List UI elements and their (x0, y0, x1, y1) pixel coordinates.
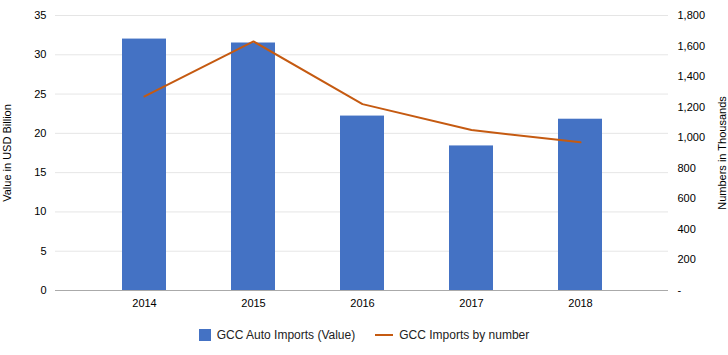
svg-text:600: 600 (678, 192, 696, 204)
html-text:GCC Auto Imports (Value): GCC Auto Imports (Value) (216, 328, 356, 342)
svg-text:35: 35 (34, 9, 46, 21)
html-text:GCC Imports by number: GCC Imports by number (399, 328, 530, 342)
svg-text:25: 25 (34, 88, 46, 100)
svg-text:30: 30 (34, 48, 46, 60)
svg-text:10: 10 (34, 205, 46, 217)
svg-text:1,200: 1,200 (678, 101, 706, 113)
svg-text:1,800: 1,800 (678, 9, 706, 21)
svg-text:1,000: 1,000 (678, 131, 706, 143)
svg-text:800: 800 (678, 162, 696, 174)
svg-text:2015: 2015 (241, 297, 265, 309)
svg-text:1,600: 1,600 (678, 40, 706, 52)
svg-text:2017: 2017 (459, 297, 483, 309)
svg-text:Value in USD Billion: Value in USD Billion (1, 104, 13, 202)
svg-text:0: 0 (40, 284, 46, 296)
svg-text:2018: 2018 (568, 297, 592, 309)
svg-text:20: 20 (34, 127, 46, 139)
svg-text:1,400: 1,400 (678, 70, 706, 82)
svg-text:Numbers in Thousands: Numbers in Thousands (716, 96, 728, 210)
svg-text:200: 200 (678, 253, 696, 265)
svg-text:400: 400 (678, 223, 696, 235)
svg-text:2014: 2014 (132, 297, 156, 309)
svg-text:2016: 2016 (350, 297, 374, 309)
svg-text:5: 5 (40, 245, 46, 257)
svg-text:-: - (678, 284, 682, 296)
svg-text:15: 15 (34, 166, 46, 178)
